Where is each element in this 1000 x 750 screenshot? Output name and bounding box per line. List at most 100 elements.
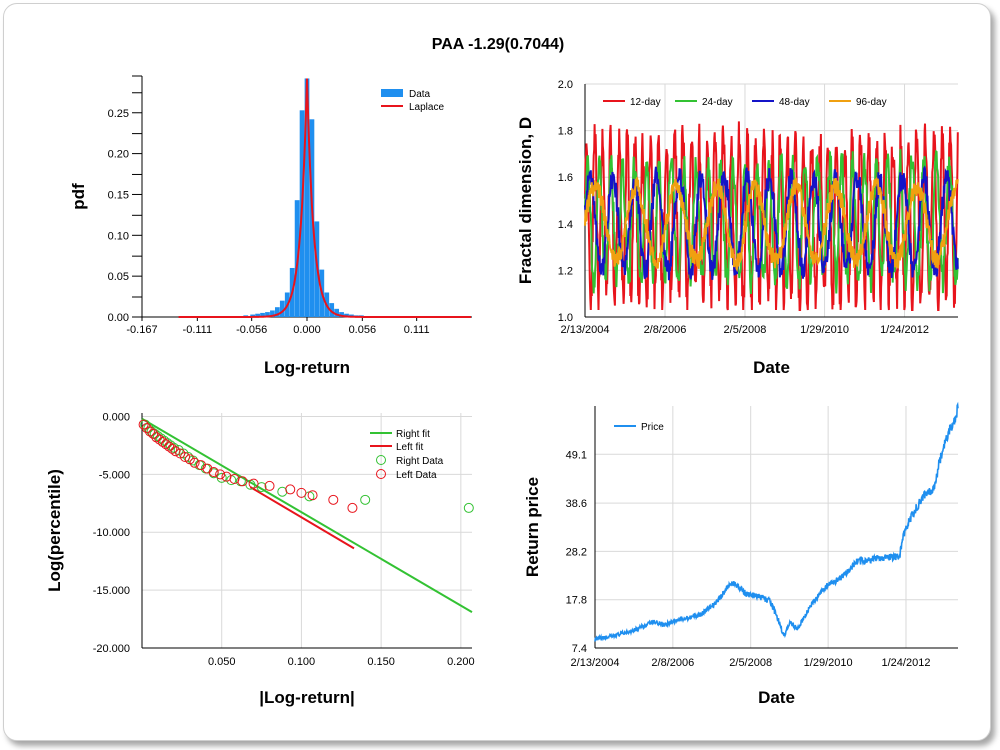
legend-label-96-day: 96-day	[856, 97, 887, 108]
y-tick-label: -15.000	[93, 585, 130, 597]
y-tick-label: -20.000	[93, 643, 130, 655]
y-tick-label: 0.00	[108, 312, 129, 324]
x-tick-label: -0.167	[126, 324, 157, 336]
left-data-point	[189, 457, 200, 468]
left-data-point	[237, 476, 248, 487]
left-data-point	[148, 428, 159, 439]
y-tick-label: 0.25	[108, 108, 129, 120]
left-data-point	[180, 451, 191, 462]
x-axis-title: Date	[758, 688, 795, 707]
legend-label-price: Price	[641, 422, 664, 433]
legend-swatch-left-data	[376, 469, 386, 479]
y-tick-label: 38.6	[566, 498, 587, 510]
x-tick-label: 2/8/2006	[644, 324, 687, 336]
legend-label-12-day: 12-day	[630, 97, 661, 108]
left-data-point	[167, 443, 178, 454]
left-fit-line	[249, 486, 355, 550]
y-tick-label: 1.0	[558, 312, 573, 324]
left-data-point	[248, 478, 259, 489]
y-tick-label: 1.8	[558, 126, 573, 138]
x-tick-label: 0.050	[208, 656, 236, 668]
x-tick-label: 1/24/2012	[880, 324, 929, 336]
left-data-point	[141, 423, 152, 434]
x-axis-title: Log-return	[264, 358, 350, 377]
price-line	[594, 401, 959, 642]
y-tick-label: 1.4	[558, 219, 573, 231]
tail-fit-panel: 0.000 -5.000 -10.000 -15.000 -20.000 0.050 0.1…	[45, 411, 475, 707]
histogram-bar	[265, 312, 270, 317]
y-tick-label: -10.000	[93, 527, 130, 539]
histogram-bar	[334, 308, 340, 317]
left-data-point	[208, 467, 219, 478]
left-data-point	[170, 446, 181, 457]
x-tick-label: 2/5/2008	[724, 324, 767, 336]
left-data-point	[215, 469, 226, 480]
left-data-point	[307, 490, 318, 501]
histogram-bar	[270, 310, 275, 317]
x-tick-label: 2/5/2008	[729, 657, 772, 669]
y-tick-label: 1.2	[558, 265, 573, 277]
y-tick-label: 0.000	[102, 411, 130, 423]
right-data-point	[360, 494, 371, 505]
legend-label: Right Data	[396, 456, 444, 467]
left-data-point	[285, 484, 296, 495]
histogram-bar	[250, 314, 256, 317]
x-tick-label: 0.100	[288, 656, 316, 668]
x-axis-title: Date	[753, 358, 790, 377]
y-axis-title: Log(percentile)	[45, 469, 64, 592]
y-axis-title: Return price	[523, 477, 542, 577]
series-line-96-day	[584, 176, 959, 273]
y-tick-label: 49.1	[566, 449, 587, 461]
y-tick-label: 0.10	[108, 230, 129, 242]
legend-label-48-day: 48-day	[779, 97, 810, 108]
y-tick-label: -5.000	[99, 469, 130, 481]
x-tick-label: 1/29/2010	[800, 324, 849, 336]
legend-label-24-day: 24-day	[702, 97, 733, 108]
legend-swatch-data	[381, 89, 403, 97]
histogram-bar	[279, 300, 285, 317]
x-tick-label: 2/13/2004	[561, 324, 610, 336]
histogram-bar	[339, 312, 344, 317]
histogram-bar	[260, 312, 265, 317]
left-data-point	[229, 473, 240, 484]
left-data-point	[264, 480, 275, 491]
y-axis-title: pdf	[69, 183, 88, 210]
left-data-point	[296, 487, 307, 498]
legend-label: Right fit	[396, 429, 430, 440]
x-tick-label: 0.000	[293, 324, 321, 336]
legend-label: Left Data	[396, 470, 437, 481]
x-tick-label: 1/24/2012	[882, 657, 931, 669]
right-fit-line	[141, 417, 473, 613]
laplace-curve	[178, 78, 471, 318]
left-data-point	[347, 502, 358, 513]
right-data-point	[463, 502, 474, 513]
y-tick-label: 0.05	[108, 271, 129, 283]
left-data-point	[144, 426, 155, 437]
y-tick-label: 7.4	[572, 643, 587, 655]
y-tick-label: 1.6	[558, 172, 573, 184]
x-tick-label: 0.056	[349, 324, 377, 336]
y-tick-label: 17.8	[566, 595, 587, 607]
y-tick-label: 2.0	[558, 79, 573, 91]
legend-label-laplace: Laplace	[409, 102, 444, 113]
x-tick-label: 0.111	[404, 324, 430, 336]
histogram-bar	[344, 313, 349, 317]
y-tick-label: 0.15	[108, 189, 129, 201]
legend-swatch-right-data	[376, 455, 386, 465]
histogram-bar	[304, 78, 310, 318]
histogram-bar	[255, 313, 260, 317]
x-tick-label: 2/8/2006	[651, 657, 694, 669]
series-line-48-day	[584, 165, 959, 281]
y-axis-title: Fractal dimension, D	[516, 117, 535, 284]
x-tick-label: 1/29/2010	[804, 657, 853, 669]
y-tick-label: 28.2	[566, 546, 587, 558]
pdf-histogram-panel: 0.00 0.05 0.10 0.15 0.20 0.25 -0.167 -0.111 -0.0…	[69, 75, 472, 377]
x-tick-label: 2/13/2004	[571, 657, 620, 669]
left-data-point	[202, 463, 213, 474]
left-data-point	[328, 494, 339, 505]
left-data-point	[221, 471, 232, 482]
left-data-point	[195, 460, 206, 471]
x-axis-title: |Log-return|	[259, 688, 354, 707]
left-data-point	[138, 419, 149, 430]
